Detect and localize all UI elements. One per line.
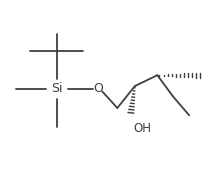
Text: OH: OH xyxy=(133,122,151,135)
Text: Si: Si xyxy=(51,82,63,95)
Text: O: O xyxy=(93,82,103,95)
